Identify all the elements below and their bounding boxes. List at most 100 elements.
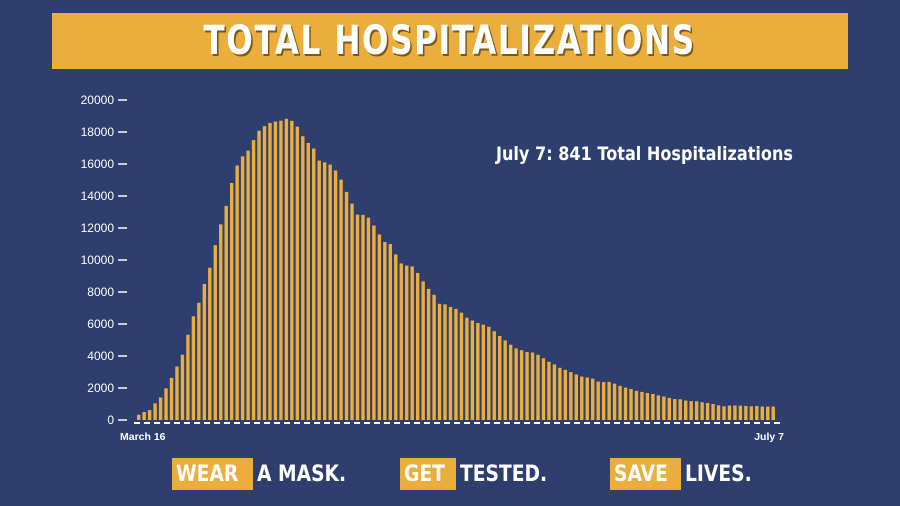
bar [426, 288, 431, 420]
bar [536, 354, 540, 420]
bar [295, 126, 300, 420]
y-tick-label: 14000 [81, 189, 115, 203]
bar [284, 118, 289, 421]
slogan-text: TESTED. [460, 461, 548, 487]
bar [591, 378, 595, 420]
bar [618, 385, 622, 420]
bar [678, 399, 682, 420]
chart-title: TOTAL HOSPITALIZATIONS [203, 18, 697, 64]
bar [503, 340, 507, 420]
bar [738, 405, 743, 420]
bar [705, 403, 710, 420]
bar [257, 130, 261, 421]
title-banner: TOTAL HOSPITALIZATIONS [52, 13, 848, 69]
bar [186, 334, 190, 420]
bar [755, 406, 759, 420]
bar [306, 142, 310, 420]
bar [596, 381, 600, 420]
bar [623, 387, 628, 420]
slogan-highlight-text: SAVE [614, 461, 668, 487]
bar [498, 335, 502, 420]
y-tick-label: 18000 [81, 125, 115, 139]
bar [760, 406, 764, 420]
bar [749, 406, 754, 420]
bar [722, 406, 726, 420]
bar [339, 179, 343, 420]
bar [361, 214, 365, 420]
bar [432, 294, 436, 420]
bar [667, 397, 671, 420]
bar [169, 377, 174, 420]
bar [415, 273, 420, 420]
bar [350, 203, 354, 420]
y-tick-label: 8000 [87, 285, 114, 299]
bar [443, 304, 447, 420]
bar [629, 388, 633, 420]
bar [399, 263, 403, 420]
bar [694, 401, 699, 420]
bar [771, 406, 775, 420]
y-tick-label: 2000 [87, 381, 114, 395]
bar [541, 358, 546, 420]
bar [563, 369, 568, 420]
bar [273, 121, 278, 420]
slogan-highlight-text: GET [404, 461, 445, 487]
bar [662, 396, 666, 420]
bar [552, 364, 557, 420]
y-axis: 0 2000 4000 6000 8000 10000 12000 14000 16000 180… [81, 93, 127, 427]
bar [421, 281, 425, 420]
bar [519, 350, 524, 420]
bar [219, 224, 223, 420]
bar [744, 405, 748, 420]
bar [372, 225, 376, 420]
bar [645, 393, 650, 420]
slogan-wear-mask: WEAR A MASK. [172, 458, 362, 490]
bar [388, 244, 393, 420]
bar [175, 366, 179, 420]
bar [240, 156, 245, 420]
bar [651, 394, 655, 420]
bar [673, 399, 677, 420]
bar [262, 126, 267, 421]
bar [229, 183, 234, 420]
bar [410, 266, 414, 420]
bar [147, 410, 152, 420]
bar-series [137, 118, 775, 421]
bar [612, 383, 617, 420]
bar [290, 120, 294, 420]
bar [558, 367, 562, 420]
footer-slogans: WEAR A MASK. GET TESTED. SAVE LIVES. [0, 458, 900, 490]
bar [487, 326, 491, 420]
bar [251, 140, 256, 421]
bar [508, 344, 513, 420]
bar [328, 164, 332, 420]
bar [569, 372, 573, 420]
bar [137, 414, 141, 420]
bar [607, 381, 611, 420]
bar [492, 331, 496, 420]
bar [727, 405, 732, 420]
bar [333, 170, 338, 420]
annotation-text: July 7: 841 Total Hospitalizations [494, 143, 793, 165]
slogan-highlight: GET [400, 458, 457, 490]
bar [366, 217, 371, 420]
slogan-text: LIVES. [685, 461, 753, 487]
bar [322, 162, 327, 420]
bar [585, 377, 589, 420]
x-label-start: March 16 [120, 431, 166, 443]
bar [153, 403, 157, 420]
bar [377, 234, 382, 420]
slogan-highlight: SAVE [610, 458, 682, 490]
bar [601, 382, 606, 420]
slogan-highlight-text: WEAR [176, 461, 239, 487]
y-tick-label: 6000 [87, 317, 114, 331]
bar [213, 245, 217, 420]
bar [355, 214, 360, 420]
bar [180, 354, 185, 420]
bar [465, 317, 469, 420]
bar [514, 348, 518, 420]
slogan-save-lives: SAVE LIVES. [610, 458, 764, 490]
y-tick-label: 10000 [81, 253, 115, 267]
bar [547, 361, 551, 420]
bar [733, 405, 737, 420]
